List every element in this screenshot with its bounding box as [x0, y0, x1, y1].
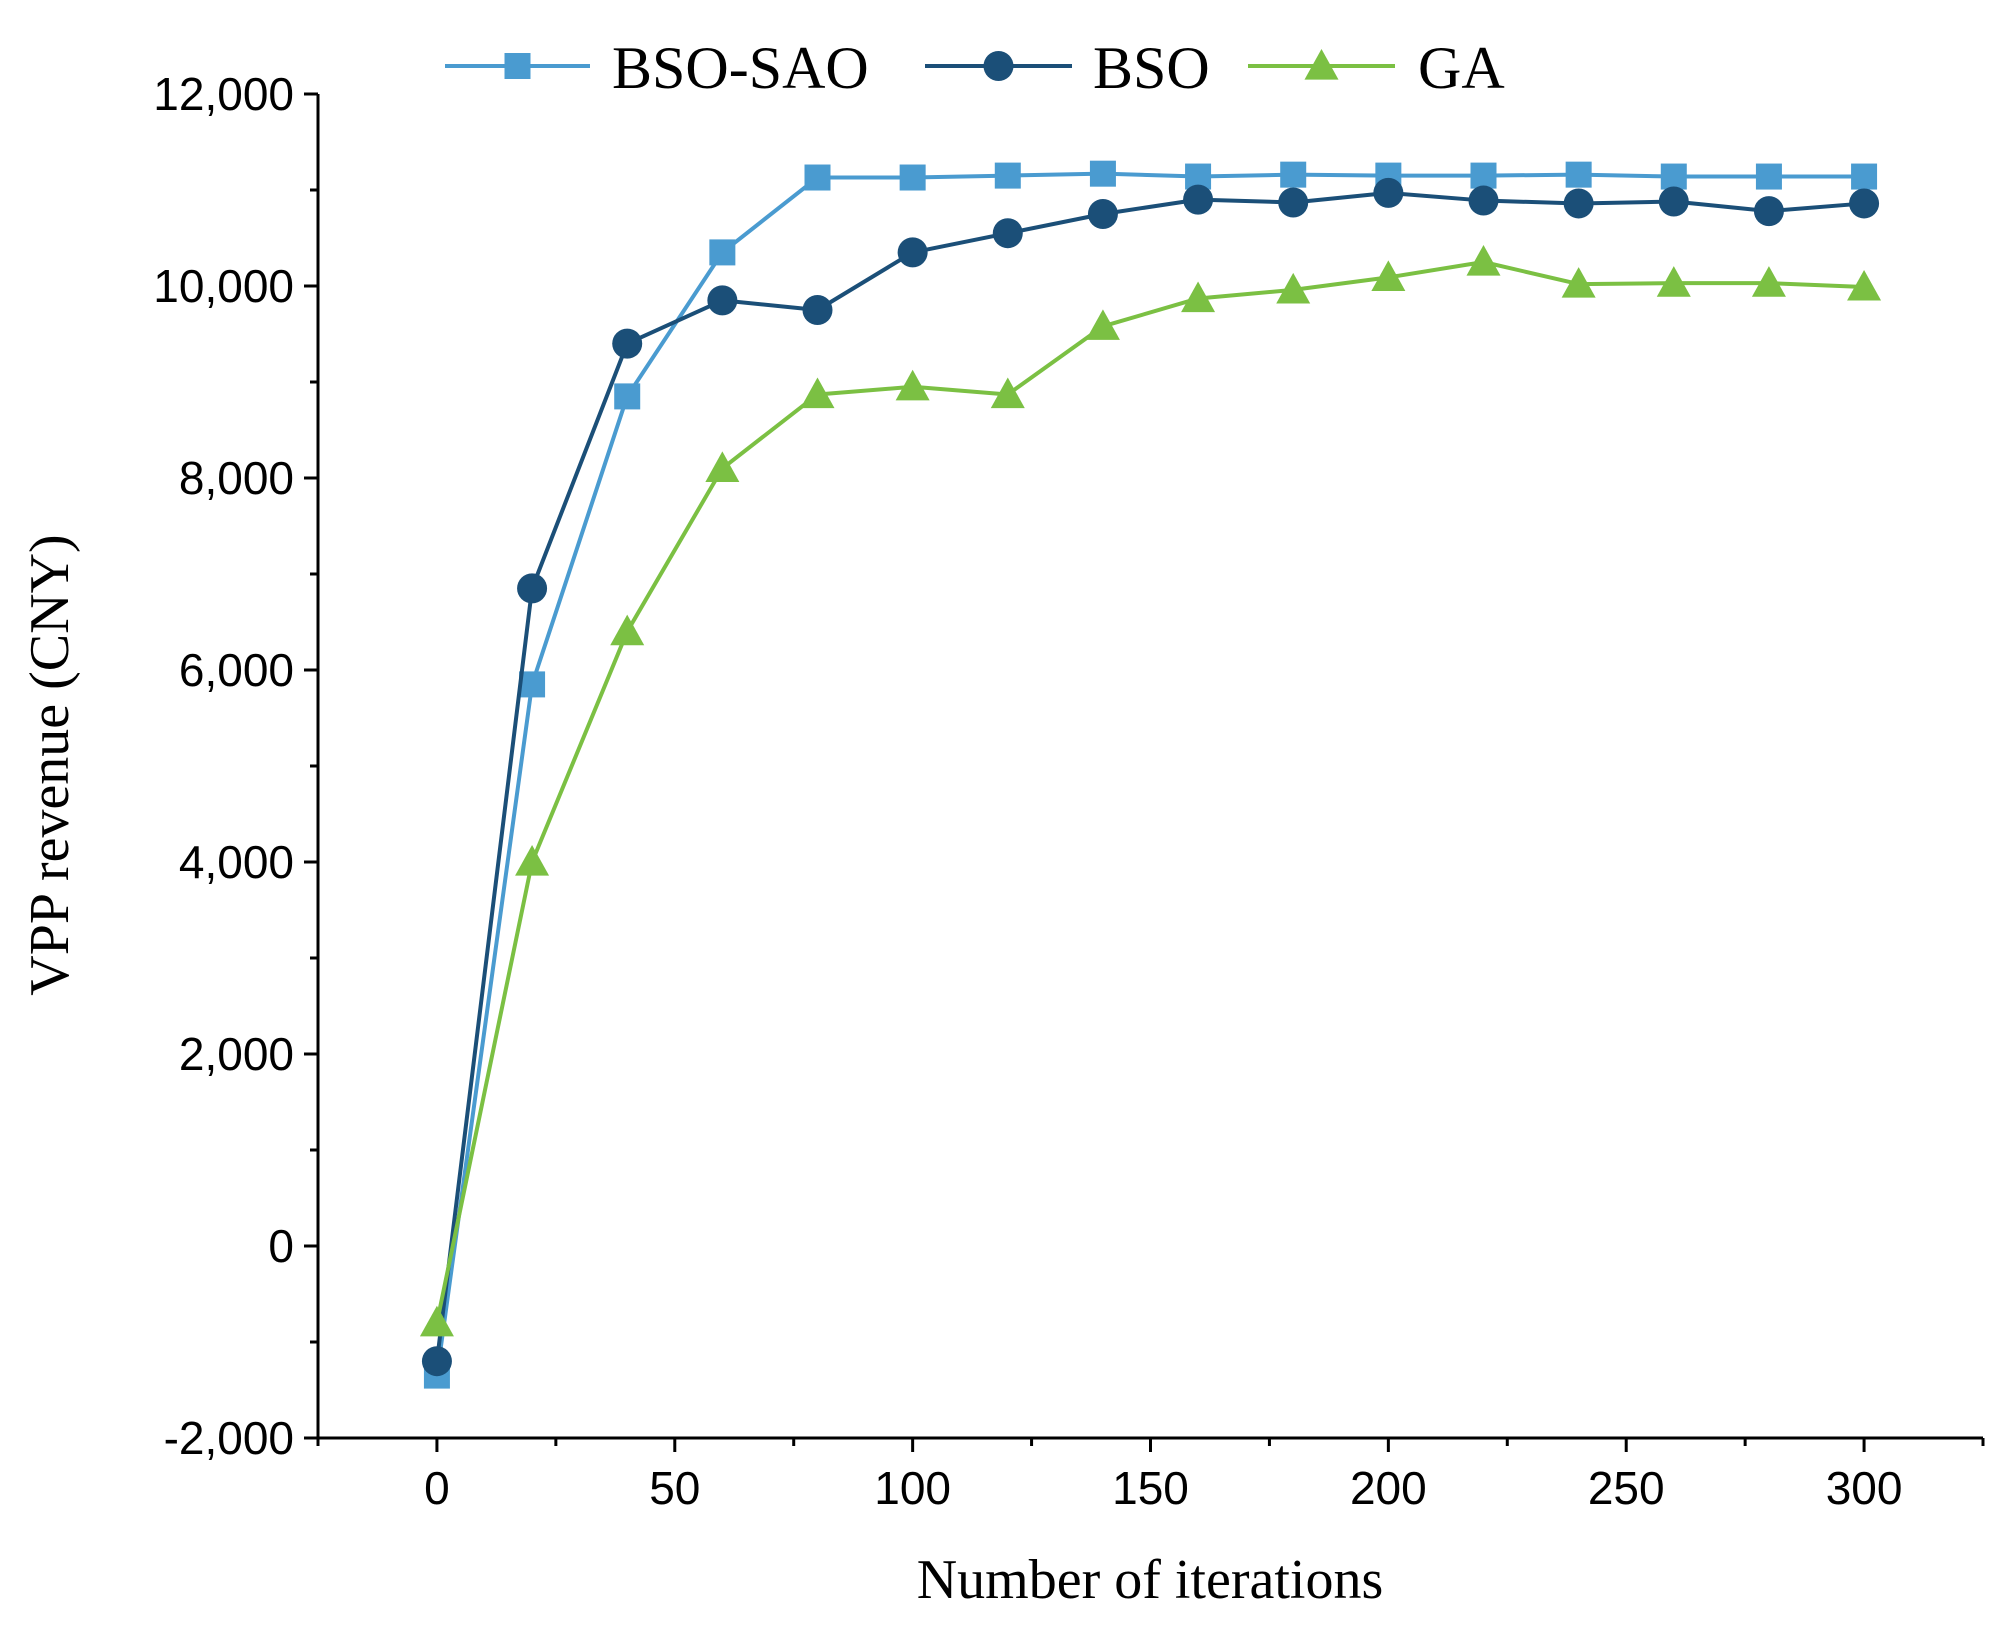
data-point-ga: [1561, 267, 1596, 298]
y-axis-title: VPP revenue (CNY): [19, 534, 81, 995]
legend-label-bso-sao: BSO-SAO: [612, 35, 869, 101]
legend-item-ga: GA: [1248, 35, 1505, 101]
data-point-bso: [1468, 185, 1499, 216]
x-tick-label: 150: [1112, 1462, 1189, 1514]
y-tick-label: 6,000: [179, 644, 294, 696]
data-point-ga: [515, 845, 550, 876]
data-point-bso: [992, 218, 1023, 249]
data-point-bso: [897, 237, 928, 268]
data-point-bso-sao: [1660, 163, 1687, 190]
legend: BSO-SAO BSO GA: [445, 35, 1505, 101]
data-point-bso: [1849, 188, 1880, 219]
legend-marker-ga: [1304, 49, 1339, 80]
data-point-bso-sao: [1755, 163, 1782, 190]
data-point-ga: [800, 377, 835, 409]
legend-marker-bso: [983, 51, 1014, 81]
series-ga: [419, 245, 1882, 1337]
data-point-bso-sao: [1851, 163, 1878, 190]
data-point-ga: [1751, 266, 1786, 297]
data-point-ga: [1085, 309, 1120, 340]
data-point-ga: [1466, 245, 1501, 276]
data-point-bso: [1563, 188, 1594, 219]
series-line-ga: [434, 260, 1865, 1324]
y-tick-label: 8,000: [179, 452, 294, 504]
x-tick-label: 200: [1350, 1462, 1427, 1514]
x-tick-label: 100: [874, 1462, 951, 1514]
legend-label-bso: BSO: [1093, 35, 1210, 101]
series-line-bso: [434, 190, 1865, 1362]
data-point-bso-sao: [1089, 160, 1116, 187]
data-point-bso: [1183, 184, 1214, 215]
data-point-ga: [1181, 281, 1216, 313]
data-point-bso: [707, 285, 738, 316]
x-axis-title: Number of iterations: [917, 1549, 1384, 1611]
data-point-ga: [419, 1305, 454, 1337]
data-point-bso-sao: [709, 239, 736, 266]
legend-item-bso-sao: BSO-SAO: [445, 35, 869, 101]
data-point-bso: [1658, 186, 1689, 217]
data-point-bso: [517, 573, 548, 604]
y-tick-label: 2,000: [179, 1028, 294, 1080]
y-tick-label: 4,000: [179, 836, 294, 888]
data-point-bso-sao: [994, 162, 1021, 189]
data-point-bso-sao: [614, 383, 641, 410]
data-point-bso: [1373, 177, 1404, 208]
data-point-bso-sao: [899, 164, 926, 191]
data-point-bso-sao: [804, 164, 831, 191]
data-point-bso: [1753, 196, 1784, 227]
series-layer: [419, 160, 1882, 1389]
y-tick-label: 0: [268, 1220, 294, 1272]
data-point-bso: [421, 1346, 452, 1377]
axes: -2,000 0 2,000 4,000 6,000 8,000 10,000 12,000 0…: [153, 68, 1985, 1514]
x-tick-label: 300: [1826, 1462, 1903, 1514]
data-point-bso: [612, 328, 643, 359]
series-bso: [421, 177, 1880, 1377]
x-tick-label: 250: [1588, 1462, 1665, 1514]
data-point-bso-sao: [1470, 162, 1497, 189]
y-tick-label: 10,000: [153, 260, 294, 312]
legend-item-bso: BSO: [925, 35, 1210, 101]
series-line-bso-sao: [434, 171, 1865, 1376]
legend-label-ga: GA: [1418, 35, 1505, 101]
data-point-ga: [705, 451, 740, 482]
data-point-bso-sao: [1280, 161, 1307, 188]
data-point-ga: [1276, 272, 1311, 304]
data-point-bso: [1278, 187, 1309, 218]
data-point-ga: [1847, 269, 1882, 301]
data-point-ga: [1371, 260, 1406, 291]
x-tick-label: 0: [424, 1462, 450, 1514]
data-point-bso: [1087, 199, 1118, 229]
data-point-bso-sao: [519, 671, 546, 698]
data-point-ga: [1656, 266, 1691, 297]
y-tick-label: -2,000: [164, 1412, 294, 1464]
series-bso-sao: [423, 160, 1878, 1389]
data-point-bso-sao: [1565, 161, 1592, 188]
data-point-ga: [895, 369, 930, 401]
x-tick-label: 50: [649, 1462, 700, 1514]
data-point-ga: [990, 377, 1025, 409]
data-point-ga: [610, 614, 645, 646]
y-tick-label: 12,000: [153, 68, 294, 120]
data-point-bso: [802, 295, 833, 325]
legend-marker-bso-sao: [504, 53, 531, 79]
